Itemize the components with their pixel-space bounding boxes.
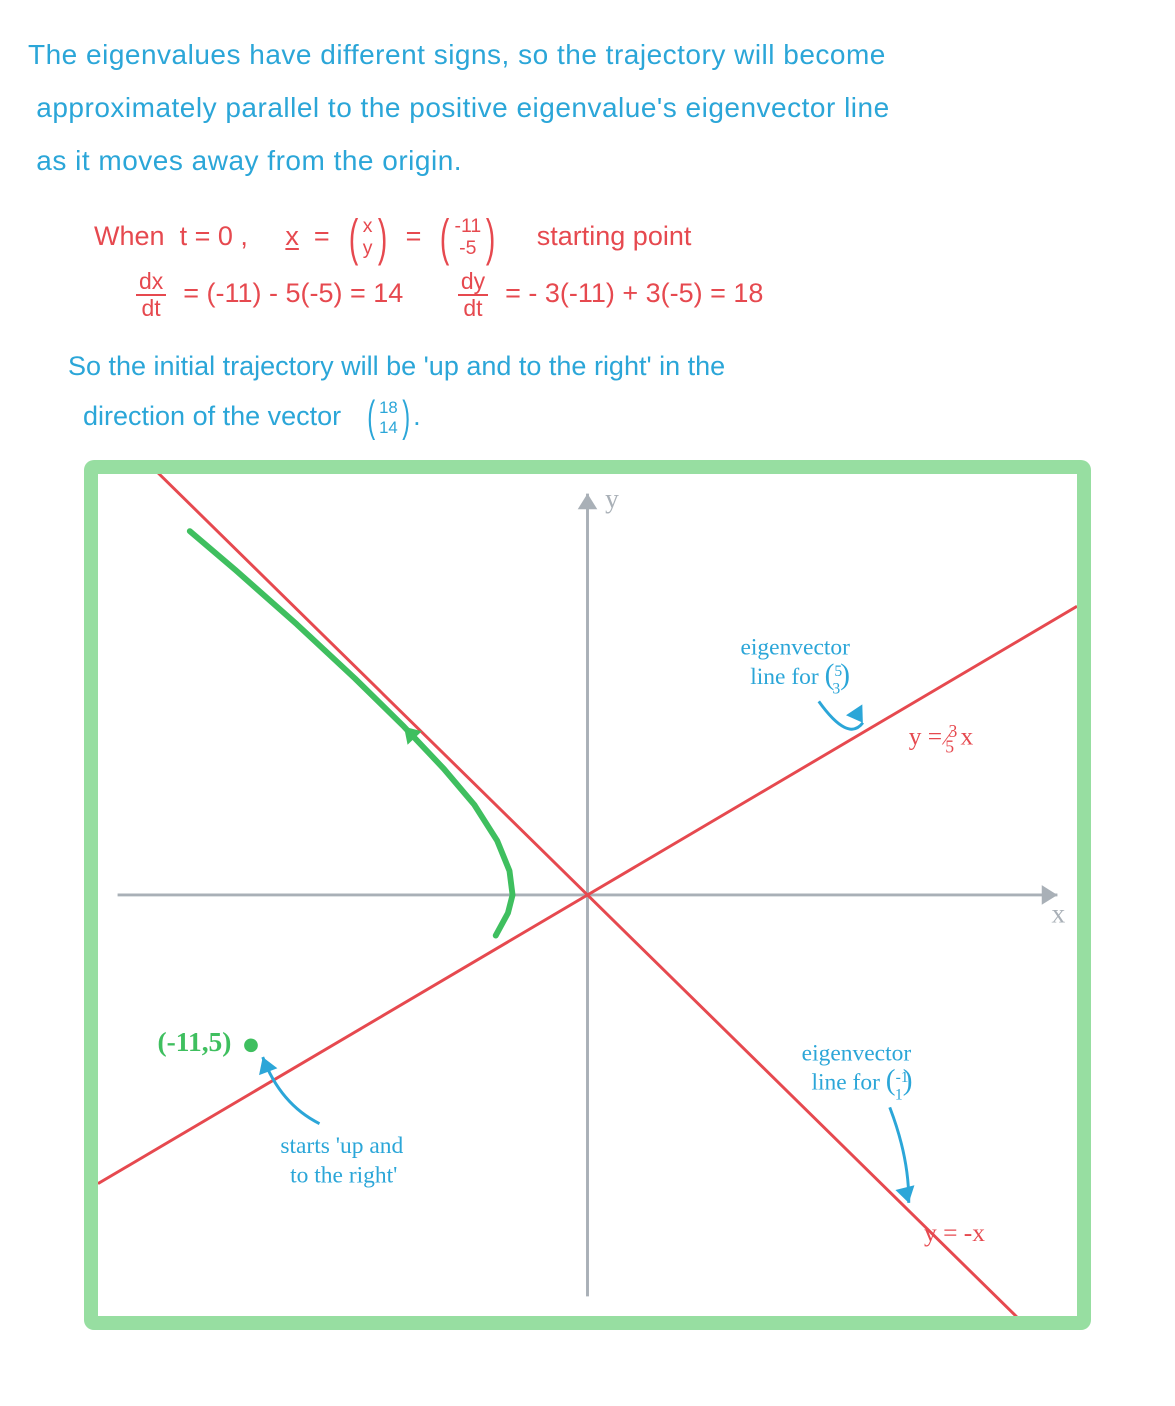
- t-equals: t = 0 ,: [180, 221, 248, 251]
- eigen-pos-label-2: line for (53): [750, 659, 850, 698]
- vec-start-top: -11: [455, 215, 482, 237]
- math-block: When t = 0 , x = ( x y ) = ( -11 -5 ) st…: [24, 212, 1151, 320]
- diagram-border: x y (-11,5) starts 'up and to the right' eige…: [84, 460, 1091, 1330]
- dx-numerator: dx: [136, 270, 166, 296]
- when-label: When: [94, 221, 165, 251]
- direction-vector: ( 18 14 ): [364, 396, 413, 439]
- vector-start: ( -11 -5 ): [436, 212, 499, 263]
- eq-1: =: [314, 221, 330, 251]
- conclusion-line-1: So the initial trajectory will be 'up an…: [68, 351, 725, 381]
- eigen-pos-equation: y = 3⁄5 x: [909, 721, 974, 757]
- eq-2: =: [406, 221, 422, 251]
- dy-dt-fraction: dy dt: [458, 270, 488, 320]
- eigen-pos-arrowhead: [846, 704, 863, 722]
- intro-line-1: The eigenvalues have different signs, so…: [28, 39, 886, 70]
- x-axis-label: x: [1052, 898, 1066, 928]
- x-underlined: x: [285, 221, 299, 251]
- intro-line-3: as it moves away from the origin.: [36, 145, 462, 176]
- dy-denominator: dt: [460, 296, 485, 320]
- dx-rhs: = (-11) - 5(-5) = 14: [183, 278, 403, 308]
- vec-start-bot: -5: [459, 237, 476, 259]
- diagram-container: x y (-11,5) starts 'up and to the right' eige…: [84, 460, 1091, 1330]
- dx-denominator: dt: [139, 296, 164, 320]
- intro-line-2: approximately parallel to the positive e…: [36, 92, 889, 123]
- eigen-pos-label-1: eigenvector: [740, 634, 850, 660]
- conclusion-paragraph: So the initial trajectory will be 'up an…: [24, 342, 1151, 442]
- initial-condition-row: When t = 0 , x = ( x y ) = ( -11 -5 ) st…: [94, 212, 1151, 264]
- intro-paragraph: The eigenvalues have different signs, so…: [24, 28, 1151, 188]
- dir-vec-top: 18: [379, 398, 398, 417]
- vec-xy-top: x: [363, 215, 373, 237]
- y-axis-label: y: [605, 483, 619, 513]
- conclusion-line-2a: direction of the vector: [83, 401, 341, 431]
- vector-xy: ( x y ): [345, 212, 391, 263]
- start-annot-line-1: starts 'up and: [280, 1133, 403, 1159]
- conclusion-period: .: [413, 401, 421, 431]
- dir-vec-bot: 14: [379, 418, 398, 437]
- trajectory-curve: [190, 531, 513, 935]
- start-annot-line-2: to the right': [290, 1162, 397, 1188]
- start-point-marker: [244, 1038, 258, 1052]
- vec-xy-bot: y: [363, 237, 373, 259]
- dx-dt-fraction: dx dt: [136, 270, 166, 320]
- starting-point-label: starting point: [537, 221, 692, 251]
- dy-rhs: = - 3(-11) + 3(-5) = 18: [505, 278, 763, 308]
- derivatives-row: dx dt = (-11) - 5(-5) = 14 dy dt = - 3(-…: [94, 269, 1151, 320]
- eigen-neg-label-2: line for (-11): [811, 1065, 912, 1104]
- eigen-neg-label-1: eigenvector: [802, 1040, 912, 1066]
- start-point-label: (-11,5): [158, 1027, 232, 1057]
- phase-plane-diagram: x y (-11,5) starts 'up and to the right' eige…: [98, 474, 1077, 1316]
- y-axis-arrow: [578, 493, 598, 509]
- dy-numerator: dy: [458, 270, 488, 296]
- eigen-neg-equation: y = -x: [924, 1218, 985, 1247]
